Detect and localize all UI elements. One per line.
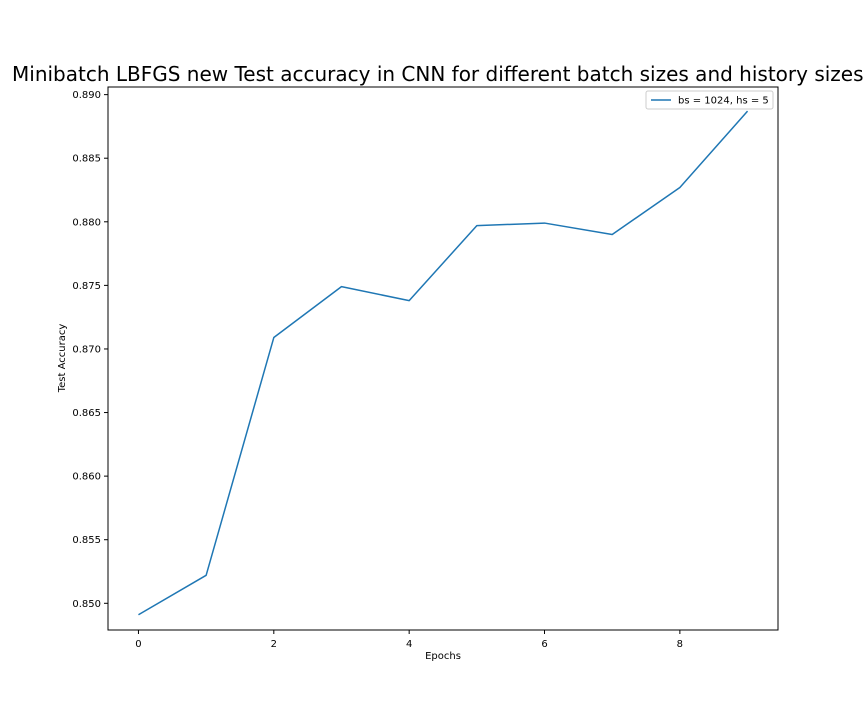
x-tick-label: 4	[406, 639, 412, 650]
legend: bs = 1024, hs = 5	[645, 90, 774, 110]
legend-label: bs = 1024, hs = 5	[678, 96, 769, 107]
x-axis-label: Epochs	[425, 651, 461, 662]
x-tick-label: 8	[677, 639, 683, 650]
y-tick-label: 0.860	[72, 472, 101, 483]
x-tick-label: 0	[135, 639, 141, 650]
y-tick-label: 0.880	[72, 217, 101, 228]
x-axis-ticks: 0 2 4 6 8	[135, 630, 683, 650]
series-line	[138, 110, 749, 616]
y-tick-label: 0.850	[72, 599, 101, 610]
y-axis-label: Test Accuracy	[57, 324, 68, 394]
y-tick-label: 0.885	[72, 154, 101, 165]
series-layer	[138, 110, 749, 616]
x-tick-label: 6	[541, 639, 547, 650]
y-tick-label: 0.855	[72, 535, 101, 546]
y-tick-label: 0.865	[72, 408, 101, 419]
chart-title: Minibatch LBFGS new Test accuracy in CNN…	[12, 62, 864, 86]
y-tick-label: 0.890	[72, 90, 101, 101]
y-tick-label: 0.875	[72, 281, 101, 292]
y-axis-ticks: 0.850 0.855 0.860 0.865 0.870 0.875 0.880 0.885…	[72, 90, 108, 610]
x-tick-label: 2	[271, 639, 277, 650]
y-tick-label: 0.870	[72, 344, 101, 355]
legend-box	[645, 90, 774, 110]
plot-frame	[107, 86, 779, 631]
